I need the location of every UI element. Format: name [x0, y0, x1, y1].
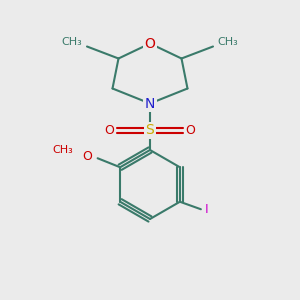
Text: CH₃: CH₃: [62, 37, 82, 47]
Text: CH₃: CH₃: [52, 145, 73, 155]
Text: O: O: [186, 124, 195, 137]
Text: O: O: [105, 124, 114, 137]
Text: O: O: [145, 37, 155, 50]
Text: N: N: [145, 97, 155, 110]
Text: S: S: [146, 124, 154, 137]
Text: CH₃: CH₃: [218, 37, 238, 47]
Text: I: I: [205, 203, 208, 216]
Text: O: O: [82, 150, 92, 163]
